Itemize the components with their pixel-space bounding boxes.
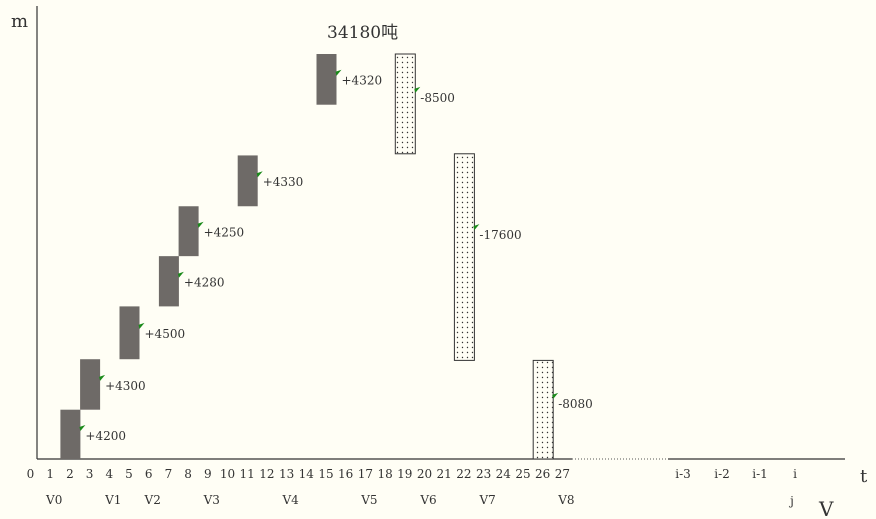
v-label-V0: V0 [45, 493, 62, 507]
x-tick-19: 19 [397, 467, 412, 481]
x-tick-17: 17 [358, 467, 373, 481]
bar-load-5 [237, 155, 258, 207]
x-tick-10: 10 [220, 467, 235, 481]
bar-flag-5 [256, 171, 263, 178]
v-axis-label: V [818, 497, 834, 519]
bar-flag-0 [79, 424, 86, 431]
bar-load-0 [60, 409, 81, 459]
x-tick-15: 15 [318, 467, 333, 481]
x-tick-9: 9 [204, 467, 212, 481]
bars-group: +4200 +4300 +4500 +4280 +4250 +4330 +4320 -8500… [60, 53, 593, 460]
x-tick-24: 24 [496, 467, 512, 481]
x-tick-26: 26 [535, 467, 550, 481]
x-tick-16: 16 [338, 467, 353, 481]
bar-label-1: +4300 [105, 379, 146, 393]
x-tick-1: 1 [46, 467, 54, 481]
v-label-V6: V6 [419, 493, 436, 507]
x-tick-18: 18 [377, 467, 392, 481]
bar-flag-8 [473, 224, 480, 231]
v-labels-group: V0 V1 V2 V3 V4 V5 V6 V7 V8 j [45, 493, 794, 508]
bar-label-3: +4280 [184, 276, 225, 290]
chart-title: 34180吨 [327, 23, 398, 43]
bar-label-8: -17600 [479, 228, 521, 242]
v-label-V2: V2 [144, 493, 161, 507]
v-label-V8: V8 [557, 493, 574, 507]
x-tick-6: 6 [145, 467, 153, 481]
y-axis-label: m [11, 11, 28, 32]
x-tick-8: 8 [184, 467, 192, 481]
bar-label-4: +4250 [204, 226, 245, 240]
bar-flag-4 [197, 221, 204, 228]
bar-label-2: +4500 [145, 327, 186, 341]
x-tick-0: 0 [27, 467, 35, 481]
x-tick-27: 27 [555, 467, 570, 481]
bar-load-4 [178, 206, 199, 257]
x-tick-21: 21 [437, 467, 452, 481]
bar-flag-7 [414, 86, 421, 93]
x-ticks-group: 0 1 2 3 4 5 6 7 8 9 10 11 12 13 14 15 16 17 18 19 20 21 22 23 24… [27, 467, 797, 481]
bar-label-6: +4320 [342, 74, 383, 88]
x-tick-extra-3: i [793, 467, 797, 481]
v-label-V3: V3 [203, 493, 220, 507]
bar-flag-9 [552, 392, 559, 399]
v-label-V1: V1 [104, 493, 121, 507]
x-tick-5: 5 [125, 467, 133, 481]
x-tick-12: 12 [259, 467, 274, 481]
v-label-V5: V5 [360, 493, 377, 507]
x-tick-extra-1: i-2 [714, 467, 730, 481]
v-label-V4: V4 [281, 493, 299, 507]
x-tick-20: 20 [417, 467, 432, 481]
bar-flag-6 [335, 69, 342, 76]
j-label: j [788, 494, 794, 508]
bar-label-5: +4330 [263, 175, 304, 189]
x-tick-2: 2 [66, 467, 74, 481]
bar-label-0: +4200 [85, 429, 126, 443]
x-tick-25: 25 [515, 467, 530, 481]
bar-flag-1 [99, 374, 106, 381]
x-tick-7: 7 [165, 467, 173, 481]
x-tick-22: 22 [456, 467, 471, 481]
x-tick-11: 11 [240, 467, 255, 481]
x-tick-extra-2: i-1 [752, 467, 768, 481]
bar-label-9: -8080 [558, 397, 593, 411]
x-axis-label: t [860, 466, 868, 487]
bar-flag-3 [177, 271, 184, 278]
bar-load-6 [316, 54, 337, 105]
bar-load-1 [80, 359, 101, 410]
bar-label-7: -8500 [420, 91, 455, 105]
x-tick-23: 23 [476, 467, 491, 481]
bar-flag-2 [138, 322, 145, 329]
bar-load-2 [119, 306, 140, 360]
bar-load-3 [158, 256, 179, 307]
v-label-V7: V7 [478, 493, 495, 507]
x-tick-14: 14 [299, 467, 315, 481]
axes [36, 6, 845, 460]
bar-unload-7 [394, 53, 416, 155]
x-tick-extra-0: i-3 [675, 467, 691, 481]
x-tick-4: 4 [105, 467, 113, 481]
bar-unload-8 [453, 153, 475, 361]
x-tick-13: 13 [279, 467, 294, 481]
x-tick-3: 3 [86, 467, 94, 481]
bar-unload-9 [532, 359, 554, 460]
